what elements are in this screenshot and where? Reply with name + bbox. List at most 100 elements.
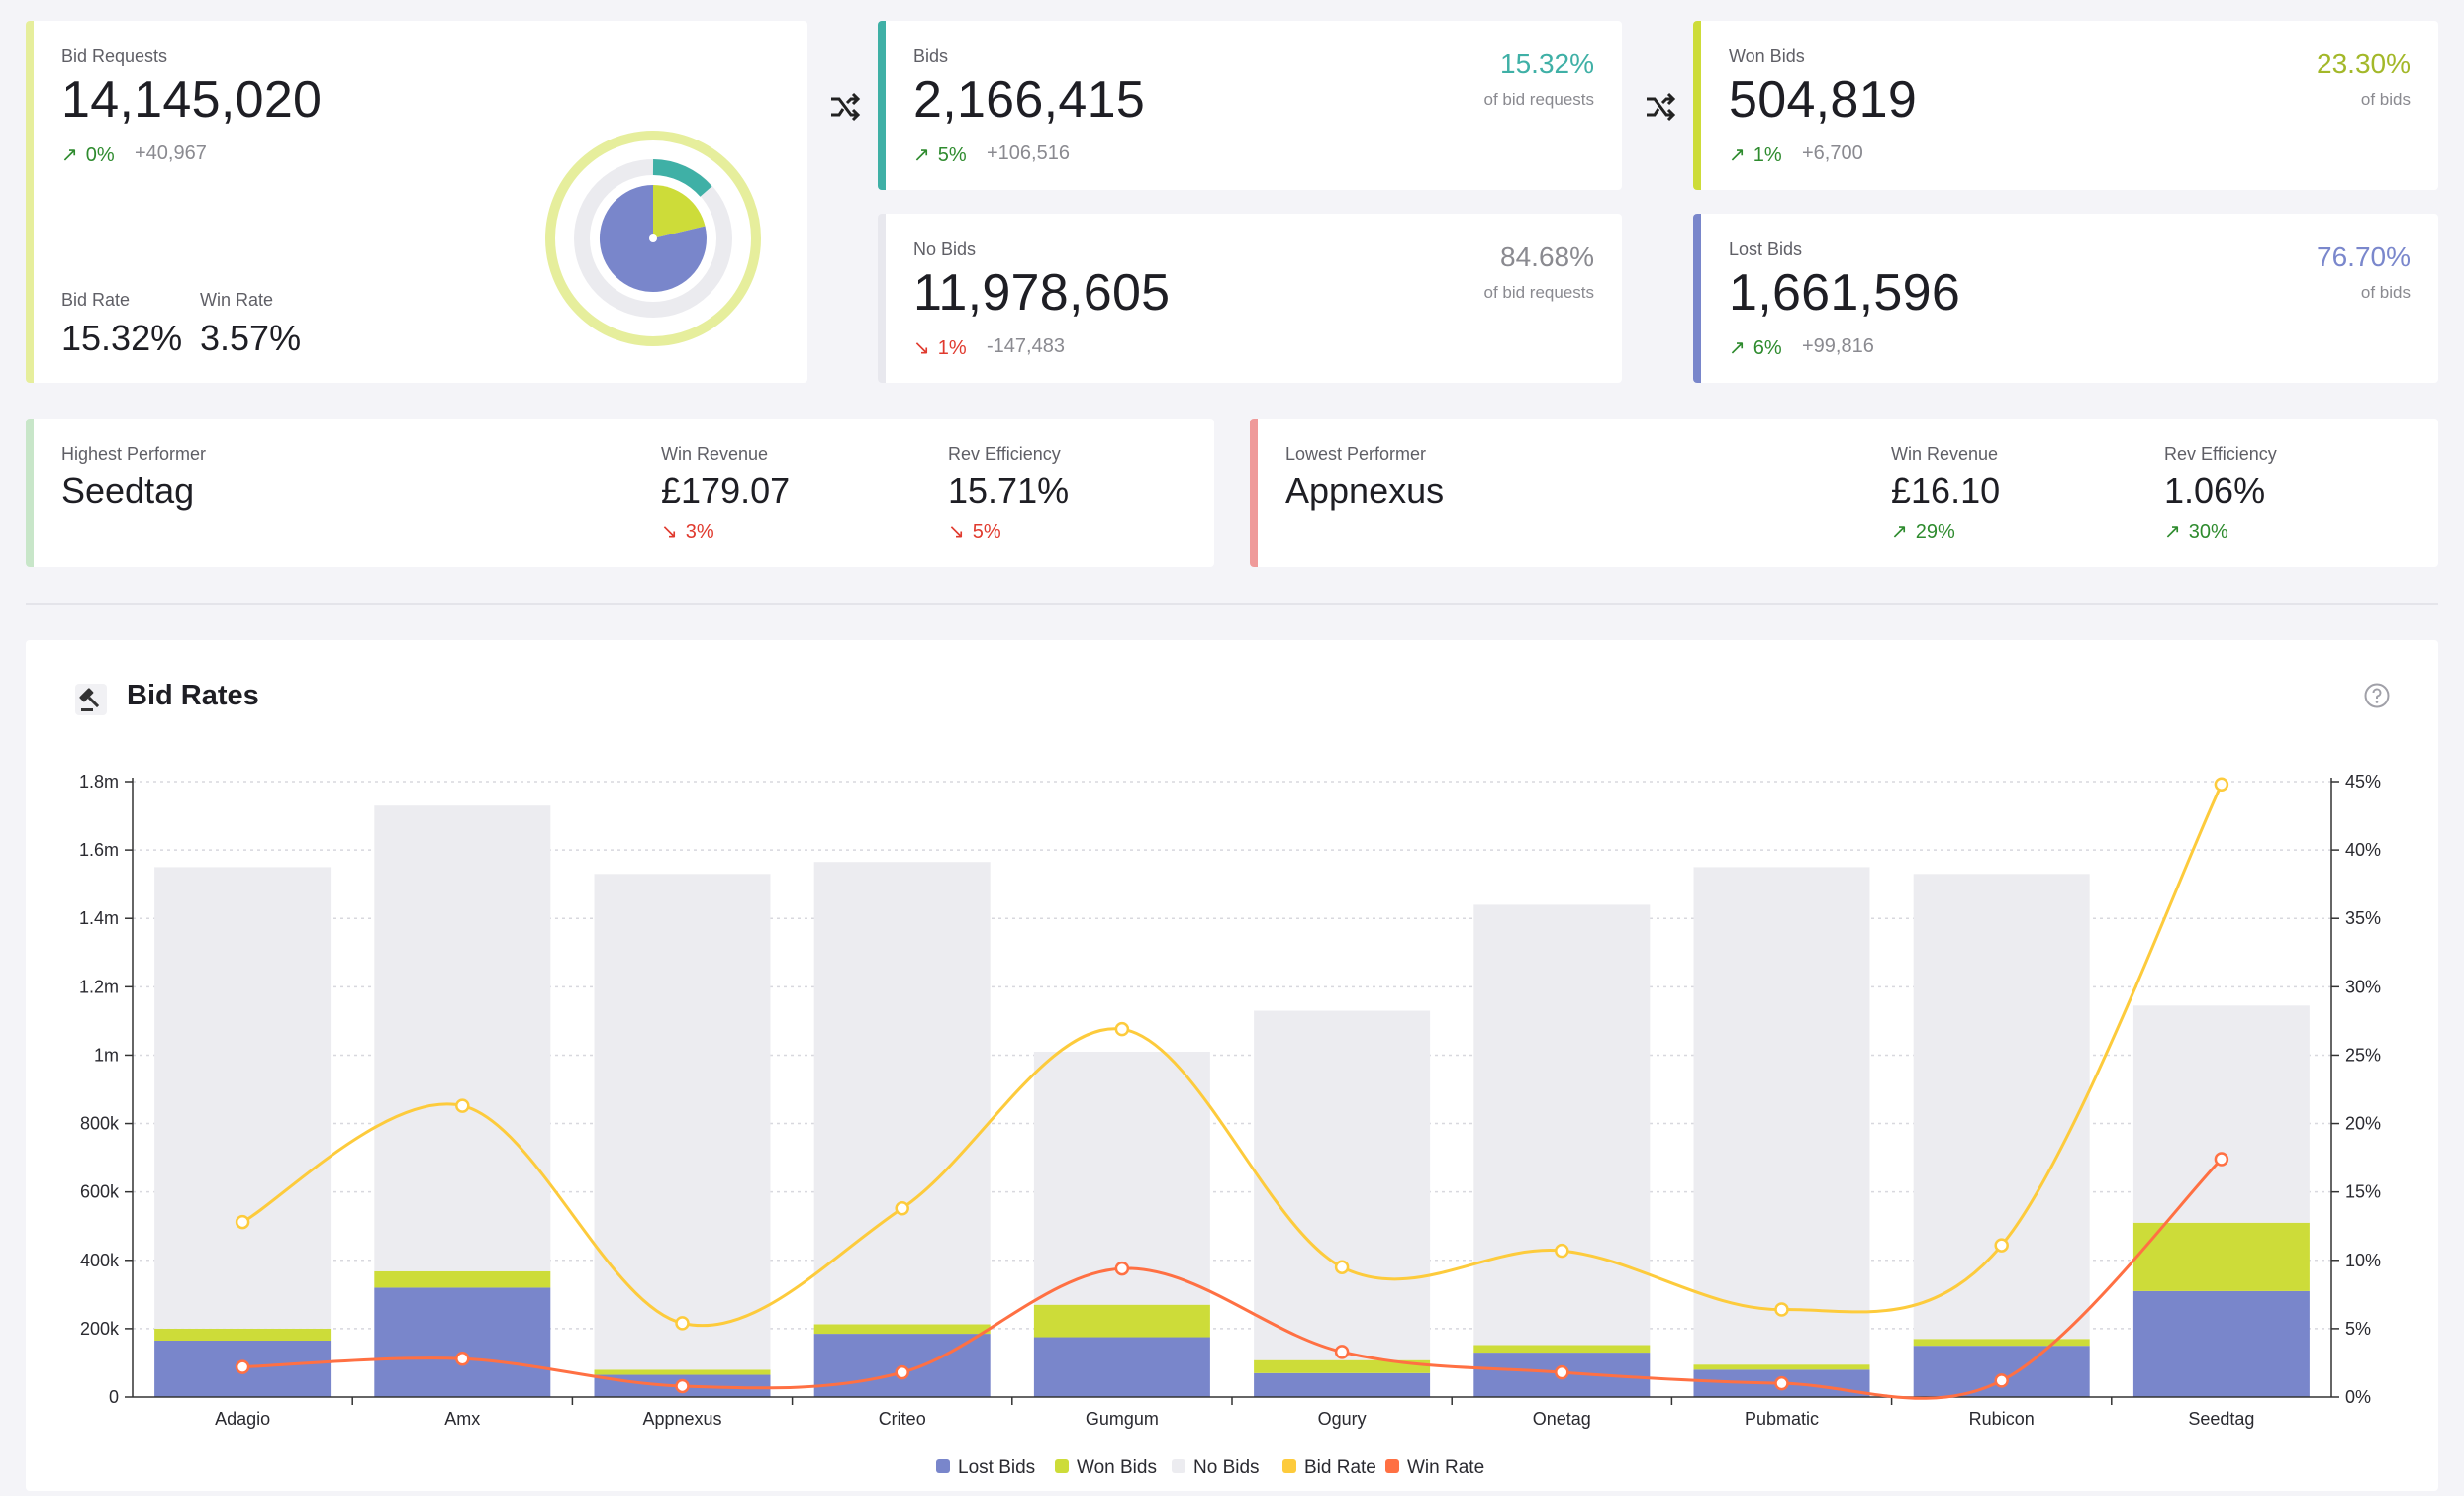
x-tick-label: Criteo [879, 1409, 926, 1429]
bar-won-bids [1913, 1339, 2090, 1347]
lowest-performer-card: Lowest Performer Appnexus Win Revenue £1… [1250, 419, 2438, 567]
bar-won-bids [1473, 1345, 1651, 1354]
card-accent [1693, 21, 1701, 190]
bar-no-bids [1913, 874, 2090, 1340]
no-bids-card: No Bids 11,978,605 ↘ 1% -147,483 84.68% o… [878, 214, 1622, 383]
x-tick-label: Amx [444, 1409, 480, 1429]
bid-rates-chart: 0 200k 400k 600k 800k 1m 1.2m 1.4m 1.6m 1.8m 0% 5% 1… [79, 772, 2381, 1478]
gavel-icon [75, 684, 107, 715]
bids-value: 2,166,415 [913, 71, 1146, 129]
won-bids-card: Won Bids 504,819 ↗ 1% +6,700 23.30% of bi… [1693, 21, 2438, 190]
won-bids-label: Won Bids [1729, 47, 1805, 66]
legend-label: Win Rate [1407, 1457, 1484, 1478]
legend-swatch [1055, 1459, 1069, 1473]
y-right-tick-label: 10% [2345, 1251, 2381, 1270]
lost-bids-value: 1,661,596 [1729, 264, 1961, 322]
no-bids-pct: 84.68% [1500, 241, 1594, 272]
bar-won-bids [154, 1328, 332, 1341]
bids-change: ↗ 5% [913, 142, 967, 167]
legend-label: Won Bids [1077, 1457, 1157, 1478]
bar-lost-bids [2132, 1290, 2310, 1397]
legend-label: Bid Rate [1304, 1457, 1376, 1478]
rev-efficiency-change: ↗ 30% [2164, 519, 2228, 544]
legend-label: No Bids [1193, 1457, 1260, 1478]
rev-efficiency-change: ↘ 5% [948, 519, 1001, 544]
bid-rate-point [895, 1201, 909, 1216]
win-rate-point [1114, 1261, 1130, 1276]
win-rate-point [2214, 1152, 2229, 1167]
y-left-tick-label: 0 [109, 1387, 119, 1407]
x-tick-label: Onetag [1533, 1409, 1591, 1429]
y-left-tick-label: 200k [80, 1319, 120, 1339]
change-value: 3% [685, 521, 714, 543]
x-tick-label: Rubicon [1969, 1409, 2035, 1429]
highest-performer-name: Seedtag [61, 470, 195, 511]
bid-rate-point [235, 1214, 250, 1230]
highest-performer-label: Highest Performer [61, 444, 207, 464]
win-rate-line [242, 1158, 2223, 1400]
win-rate-point [1994, 1373, 2009, 1388]
bid-rate-point [1555, 1243, 1569, 1259]
change-value: 1% [937, 337, 967, 359]
y-right-tick-label: 15% [2345, 1182, 2381, 1202]
bid-rates-card: Bid Rates 0 200k 400k 600k 800k 1m 1.2m 1.4m 1.6… [26, 640, 2438, 1491]
section-divider [26, 603, 2438, 605]
no-bids-label: No Bids [913, 239, 977, 259]
won-bids-value: 504,819 [1729, 71, 1918, 129]
win-revenue-change: ↗ 29% [1891, 519, 1955, 544]
arrow-up-icon: ↗ [913, 144, 930, 166]
card-accent [1250, 419, 1258, 567]
win-rate-point [1334, 1345, 1350, 1359]
bid-rate-point [1774, 1302, 1789, 1317]
change-value: 0% [85, 144, 115, 166]
win-rate-value: 3.57% [200, 318, 302, 358]
win-revenue-label: Win Revenue [661, 444, 769, 464]
bar-no-bids [1693, 867, 1870, 1365]
x-tick-label: Ogury [1318, 1409, 1367, 1429]
bid-rate-label: Bid Rate [61, 290, 131, 310]
bid-requests-card: Bid Requests 14,145,020 ↗ 0% +40,967 Bid … [26, 21, 807, 383]
arrow-down-icon: ↘ [948, 521, 965, 543]
bid-rate-point [1334, 1260, 1350, 1274]
legend-swatch [936, 1459, 950, 1473]
won-bids-change: ↗ 1% [1729, 142, 1782, 167]
win-rate-label: Win Rate [200, 290, 274, 310]
card-accent [26, 21, 34, 383]
change-value: 29% [1915, 521, 1955, 543]
no-bids-pct-of: of bid requests [1483, 283, 1594, 302]
y-left-tick-label: 1.8m [79, 772, 119, 792]
win-revenue-label: Win Revenue [1891, 444, 1999, 464]
lost-bids-label: Lost Bids [1729, 239, 1803, 259]
y-right-tick-label: 30% [2345, 977, 2381, 996]
card-accent [1693, 214, 1701, 383]
bar-won-bids [2132, 1222, 2310, 1291]
arrow-up-icon: ↗ [1891, 521, 1908, 543]
bid-rate-line [241, 784, 2224, 1327]
win-rate-point [895, 1364, 909, 1380]
help-circle-icon[interactable] [2363, 682, 2391, 709]
bar-won-bids [813, 1324, 991, 1335]
won-bids-pct-of: of bids [2360, 90, 2411, 109]
rev-efficiency-label: Rev Efficiency [948, 444, 1061, 464]
rev-efficiency-value: 1.06% [2164, 470, 2266, 511]
arrow-down-icon: ↘ [661, 521, 678, 543]
chart-title: Bid Rates [127, 680, 259, 711]
win-rate-point [1555, 1364, 1569, 1380]
bar-won-bids [1254, 1359, 1431, 1373]
bid-rate-value: 15.32% [61, 318, 183, 358]
bar-no-bids [154, 867, 332, 1329]
lost-bids-pct-of: of bids [2360, 283, 2411, 302]
y-right-tick-label: 20% [2345, 1114, 2381, 1134]
win-rate-point [235, 1359, 250, 1374]
win-rate-point [1774, 1375, 1789, 1391]
shuffle-icon [831, 92, 861, 122]
lowest-performer-name: Appnexus [1285, 470, 1445, 511]
change-value: 1% [1753, 144, 1782, 166]
bid-requests-delta: +40,967 [135, 142, 207, 164]
change-value: 5% [972, 521, 1001, 543]
y-right-tick-label: 0% [2345, 1387, 2371, 1407]
bid-rate-point [1994, 1238, 2009, 1253]
bids-card: Bids 2,166,415 ↗ 5% +106,516 15.32% of bi… [878, 21, 1622, 190]
bar-lost-bids [1254, 1372, 1431, 1397]
lost-bids-pct: 76.70% [2317, 241, 2411, 272]
